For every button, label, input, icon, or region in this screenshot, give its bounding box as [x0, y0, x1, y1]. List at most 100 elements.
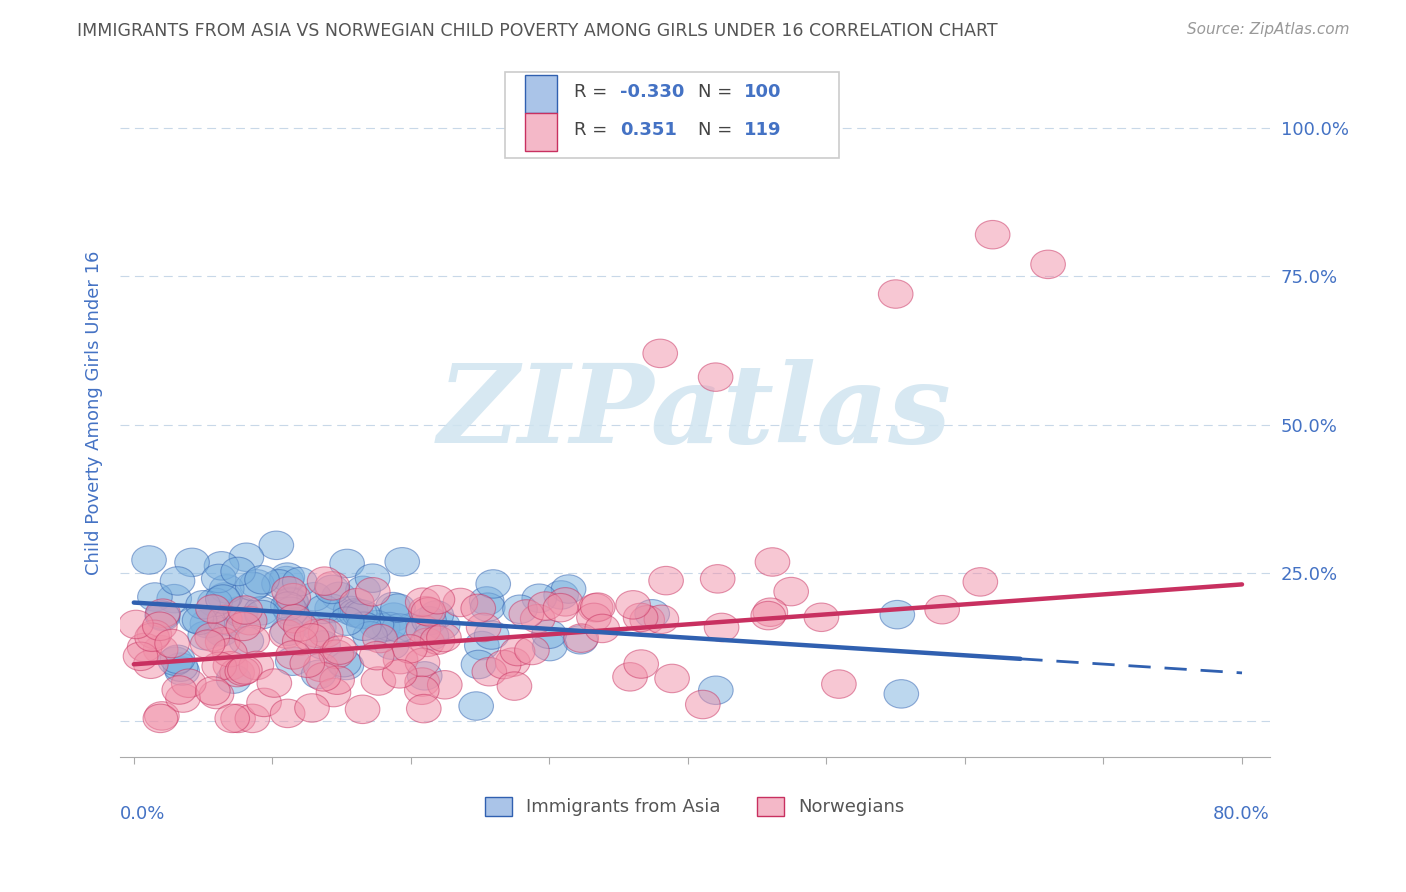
Text: 80.0%: 80.0%: [1213, 805, 1270, 823]
Ellipse shape: [221, 704, 256, 732]
Ellipse shape: [503, 595, 537, 624]
Ellipse shape: [544, 581, 578, 609]
Ellipse shape: [245, 600, 280, 629]
Text: 100: 100: [744, 83, 782, 102]
Ellipse shape: [145, 702, 179, 731]
Ellipse shape: [195, 595, 231, 624]
Ellipse shape: [356, 564, 389, 592]
Legend: Immigrants from Asia, Norwegians: Immigrants from Asia, Norwegians: [478, 789, 912, 823]
Ellipse shape: [374, 631, 409, 659]
Ellipse shape: [686, 690, 720, 719]
Ellipse shape: [326, 648, 361, 677]
Ellipse shape: [145, 602, 180, 631]
Ellipse shape: [624, 649, 658, 678]
Ellipse shape: [498, 672, 531, 700]
Ellipse shape: [274, 588, 308, 616]
Ellipse shape: [208, 582, 242, 611]
Ellipse shape: [245, 597, 278, 625]
Ellipse shape: [315, 594, 350, 623]
Ellipse shape: [375, 592, 411, 621]
Ellipse shape: [564, 624, 599, 652]
Ellipse shape: [501, 637, 534, 665]
Text: R =: R =: [574, 121, 613, 139]
Ellipse shape: [529, 591, 562, 620]
Ellipse shape: [166, 684, 200, 713]
Ellipse shape: [458, 692, 494, 720]
Ellipse shape: [359, 610, 394, 639]
Ellipse shape: [219, 658, 254, 687]
Ellipse shape: [280, 607, 315, 636]
Ellipse shape: [382, 659, 418, 688]
Ellipse shape: [382, 614, 416, 642]
Ellipse shape: [585, 615, 620, 642]
Ellipse shape: [295, 694, 329, 723]
Ellipse shape: [755, 548, 790, 576]
Ellipse shape: [381, 594, 415, 623]
Ellipse shape: [136, 620, 172, 648]
Ellipse shape: [160, 566, 195, 595]
Ellipse shape: [257, 669, 291, 698]
Ellipse shape: [623, 603, 658, 632]
Ellipse shape: [228, 596, 263, 624]
Ellipse shape: [274, 587, 308, 615]
Ellipse shape: [531, 620, 567, 648]
Ellipse shape: [361, 667, 395, 695]
Text: 0.351: 0.351: [620, 121, 676, 139]
Ellipse shape: [578, 593, 613, 622]
Ellipse shape: [262, 570, 297, 598]
Ellipse shape: [648, 566, 683, 595]
Ellipse shape: [613, 663, 647, 691]
Ellipse shape: [155, 629, 190, 657]
Ellipse shape: [333, 596, 368, 624]
Ellipse shape: [276, 647, 311, 675]
Ellipse shape: [385, 548, 419, 576]
Ellipse shape: [290, 649, 325, 678]
Ellipse shape: [475, 570, 510, 599]
Ellipse shape: [643, 339, 678, 368]
Ellipse shape: [157, 647, 193, 675]
Ellipse shape: [217, 665, 250, 693]
Ellipse shape: [700, 565, 735, 593]
Ellipse shape: [699, 676, 733, 705]
Ellipse shape: [304, 653, 339, 681]
Ellipse shape: [406, 615, 440, 644]
Ellipse shape: [515, 636, 550, 665]
Ellipse shape: [142, 612, 177, 640]
Ellipse shape: [305, 631, 340, 659]
Ellipse shape: [976, 220, 1010, 249]
Ellipse shape: [160, 645, 195, 673]
Ellipse shape: [202, 652, 236, 681]
Ellipse shape: [644, 605, 679, 633]
Ellipse shape: [880, 600, 915, 629]
Ellipse shape: [235, 704, 270, 732]
Ellipse shape: [470, 587, 503, 615]
Ellipse shape: [276, 583, 311, 612]
Ellipse shape: [307, 663, 340, 691]
Ellipse shape: [392, 634, 427, 663]
Ellipse shape: [232, 607, 267, 635]
Ellipse shape: [239, 570, 274, 599]
Ellipse shape: [409, 597, 443, 625]
Ellipse shape: [377, 603, 411, 632]
Ellipse shape: [461, 594, 495, 623]
Ellipse shape: [360, 641, 394, 670]
Ellipse shape: [322, 636, 357, 665]
Ellipse shape: [963, 567, 998, 596]
Ellipse shape: [339, 599, 373, 627]
Text: 119: 119: [744, 121, 782, 139]
Ellipse shape: [315, 575, 349, 604]
Ellipse shape: [163, 653, 198, 681]
Ellipse shape: [269, 620, 304, 648]
Ellipse shape: [879, 280, 912, 309]
Ellipse shape: [616, 591, 651, 619]
Ellipse shape: [420, 626, 456, 655]
Ellipse shape: [245, 566, 280, 594]
Ellipse shape: [174, 549, 209, 576]
Ellipse shape: [754, 598, 787, 626]
Ellipse shape: [276, 640, 311, 669]
Ellipse shape: [330, 549, 364, 578]
Ellipse shape: [427, 671, 463, 699]
Ellipse shape: [205, 585, 240, 613]
Ellipse shape: [308, 567, 342, 595]
Ellipse shape: [366, 614, 399, 641]
